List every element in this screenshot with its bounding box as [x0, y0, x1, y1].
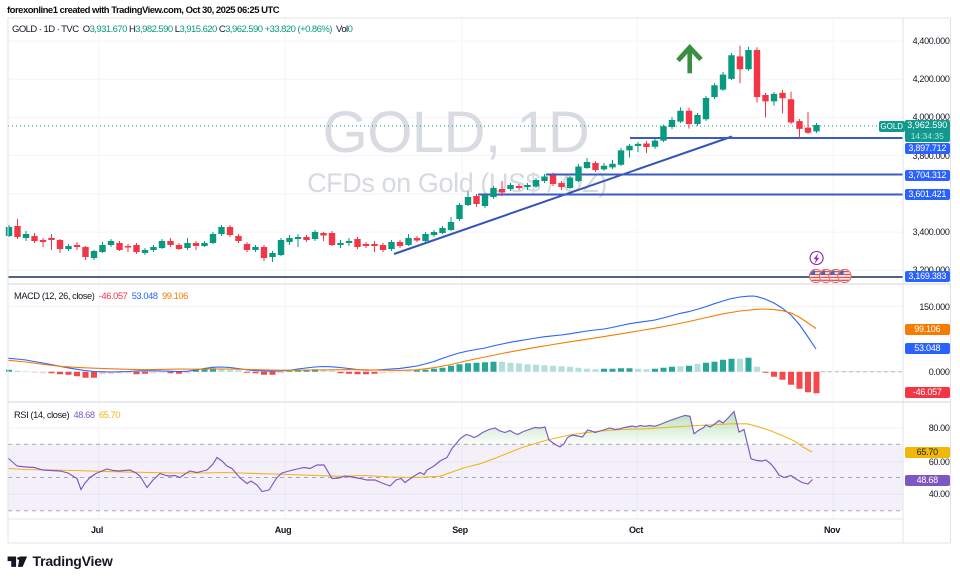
svg-text:CFDs on Gold (US$ / OZ): CFDs on Gold (US$ / OZ): [307, 168, 607, 198]
svg-text:GOLD, 1D: GOLD, 1D: [323, 100, 590, 165]
